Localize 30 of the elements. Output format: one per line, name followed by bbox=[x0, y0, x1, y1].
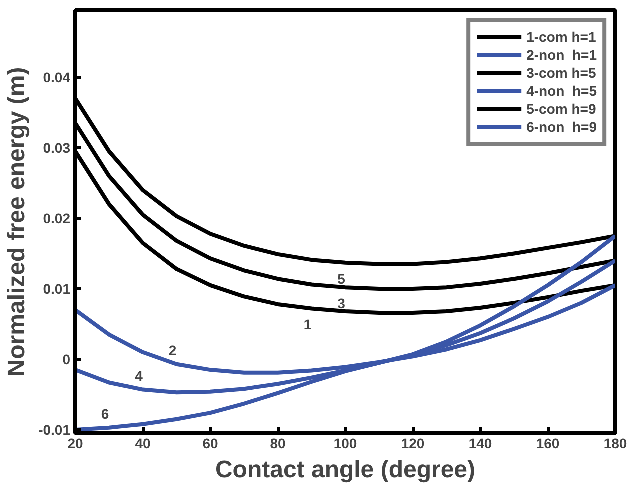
y-axis-title: Normalized free energy (m) bbox=[4, 67, 31, 377]
annotation: 3 bbox=[338, 296, 346, 312]
x-tick-label: 100 bbox=[334, 436, 358, 452]
annotation: 5 bbox=[338, 270, 346, 287]
legend-label: 6-non h=9 bbox=[526, 118, 597, 136]
legend-label: 5-com h=9 bbox=[526, 100, 596, 118]
y-tick-label: 0.03 bbox=[43, 140, 71, 156]
y-tick-label: 0 bbox=[62, 351, 71, 368]
y-tick-label: 0.01 bbox=[43, 280, 71, 297]
legend-label: 3-com h=5 bbox=[526, 64, 596, 82]
x-tick-label: 20 bbox=[68, 436, 84, 452]
annotation: 4 bbox=[135, 368, 144, 384]
line-series bbox=[76, 234, 616, 432]
legend-label: 4-non h=5 bbox=[526, 82, 597, 100]
x-tick-label: 140 bbox=[468, 436, 492, 452]
x-tick-label: 180 bbox=[604, 436, 628, 452]
x-tick-label: 40 bbox=[135, 436, 151, 452]
x-axis-title: Contact angle (degree) bbox=[215, 456, 476, 484]
y-tick-label: 0.04 bbox=[43, 69, 71, 86]
legend-label: 1-com h=1 bbox=[526, 28, 596, 46]
x-tick-label: 120 bbox=[401, 436, 425, 452]
annotation: 1 bbox=[304, 316, 312, 333]
x-tick-label: 80 bbox=[270, 436, 286, 452]
annotation: 2 bbox=[168, 342, 177, 358]
legend-label: 2-non h=1 bbox=[526, 46, 597, 64]
y-tick-label: -0.01 bbox=[38, 422, 71, 438]
y-tick-label: 0.02 bbox=[43, 210, 71, 226]
annotation: 6 bbox=[101, 406, 110, 422]
x-tick-label: 60 bbox=[202, 436, 218, 452]
x-tick-label: 160 bbox=[536, 436, 560, 452]
